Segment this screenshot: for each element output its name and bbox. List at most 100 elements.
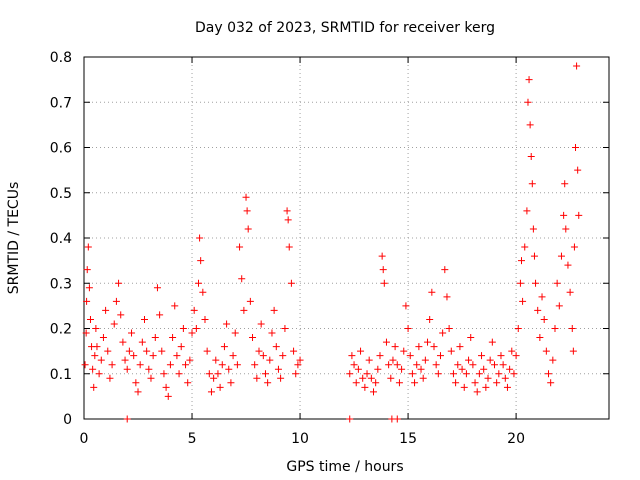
- y-tick-label: 0.2: [50, 322, 72, 338]
- axis-ticks: [83, 56, 609, 420]
- data-point: [112, 297, 120, 305]
- data-point: [385, 361, 393, 369]
- data-point: [361, 383, 369, 391]
- data-point: [253, 374, 261, 382]
- data-point: [424, 338, 432, 346]
- data-point: [151, 334, 159, 342]
- data-point: [270, 306, 278, 314]
- data-point: [389, 356, 397, 364]
- data-point: [186, 356, 194, 364]
- data-point: [391, 343, 399, 351]
- data-point: [493, 379, 501, 387]
- data-point: [128, 329, 136, 337]
- data-point: [551, 325, 559, 332]
- data-point: [365, 356, 373, 364]
- data-point: [484, 374, 492, 382]
- data-point: [83, 297, 91, 305]
- data-point: [92, 325, 100, 332]
- grid-lines: [84, 57, 609, 419]
- data-point: [346, 415, 354, 423]
- data-point: [574, 166, 582, 174]
- data-point: [259, 352, 267, 360]
- data-point: [296, 356, 304, 364]
- data-point: [188, 329, 196, 337]
- data-point: [357, 347, 365, 355]
- data-point: [526, 121, 534, 129]
- data-point: [542, 347, 550, 355]
- data-point: [203, 347, 211, 355]
- data-point: [518, 257, 525, 265]
- data-point: [378, 252, 386, 260]
- data-point: [272, 343, 280, 351]
- data-point: [233, 361, 241, 369]
- data-point: [294, 361, 302, 369]
- data-point: [486, 356, 494, 364]
- data-point: [495, 370, 503, 378]
- data-point: [91, 352, 99, 360]
- data-point: [123, 365, 131, 373]
- data-point: [473, 388, 481, 396]
- data-point: [225, 365, 233, 373]
- data-point: [419, 374, 427, 382]
- data-point: [277, 374, 285, 382]
- data-point: [564, 261, 572, 269]
- data-point: [97, 356, 105, 364]
- data-point: [540, 315, 548, 323]
- data-point: [153, 284, 161, 292]
- y-tick-label: 0.1: [50, 367, 72, 383]
- data-point: [417, 365, 425, 373]
- data-point: [110, 320, 118, 328]
- data-point: [560, 211, 568, 219]
- data-point: [469, 361, 477, 369]
- data-point: [147, 374, 155, 382]
- data-point: [521, 243, 529, 251]
- data-point: [570, 243, 578, 251]
- data-point: [264, 379, 272, 387]
- data-point: [445, 325, 453, 332]
- data-point: [395, 379, 403, 387]
- data-point: [223, 320, 231, 328]
- data-point: [171, 302, 179, 310]
- data-point: [268, 329, 276, 337]
- data-point: [490, 361, 498, 369]
- data-point: [478, 352, 486, 360]
- data-point: [130, 352, 138, 360]
- y-tick-labels: 0 0.1 0.2 0.3 0.4 0.5 0.6 0.7 0.8: [50, 50, 72, 428]
- data-point: [370, 388, 378, 396]
- data-point: [244, 225, 252, 233]
- data-point: [140, 315, 148, 323]
- data-point: [545, 370, 553, 378]
- data-point: [285, 243, 293, 251]
- data-point: [447, 347, 455, 355]
- data-point: [182, 361, 190, 369]
- data-point: [566, 288, 574, 296]
- data-point: [380, 279, 388, 287]
- data-point: [173, 352, 181, 360]
- x-tick-labels: 0 5 10 15 20: [80, 431, 525, 447]
- data-point: [125, 347, 133, 355]
- data-point: [102, 306, 110, 314]
- data-point: [350, 361, 358, 369]
- data-point: [376, 352, 384, 360]
- data-point: [83, 266, 91, 274]
- data-point: [201, 315, 209, 323]
- data-point: [166, 361, 174, 369]
- data-point: [536, 334, 544, 342]
- data-point: [190, 306, 198, 314]
- data-point: [363, 370, 371, 378]
- data-point: [119, 338, 127, 346]
- data-point: [408, 370, 416, 378]
- data-point: [156, 311, 164, 319]
- data-point: [501, 374, 509, 382]
- data-point: [514, 325, 522, 332]
- data-point: [538, 293, 546, 301]
- data-point: [352, 379, 360, 387]
- data-point: [86, 315, 94, 323]
- data-point: [528, 180, 536, 188]
- data-point: [387, 374, 395, 382]
- data-point: [246, 297, 254, 305]
- data-point: [508, 347, 516, 355]
- data-point: [281, 325, 289, 332]
- data-point: [426, 315, 434, 323]
- data-point: [84, 243, 92, 251]
